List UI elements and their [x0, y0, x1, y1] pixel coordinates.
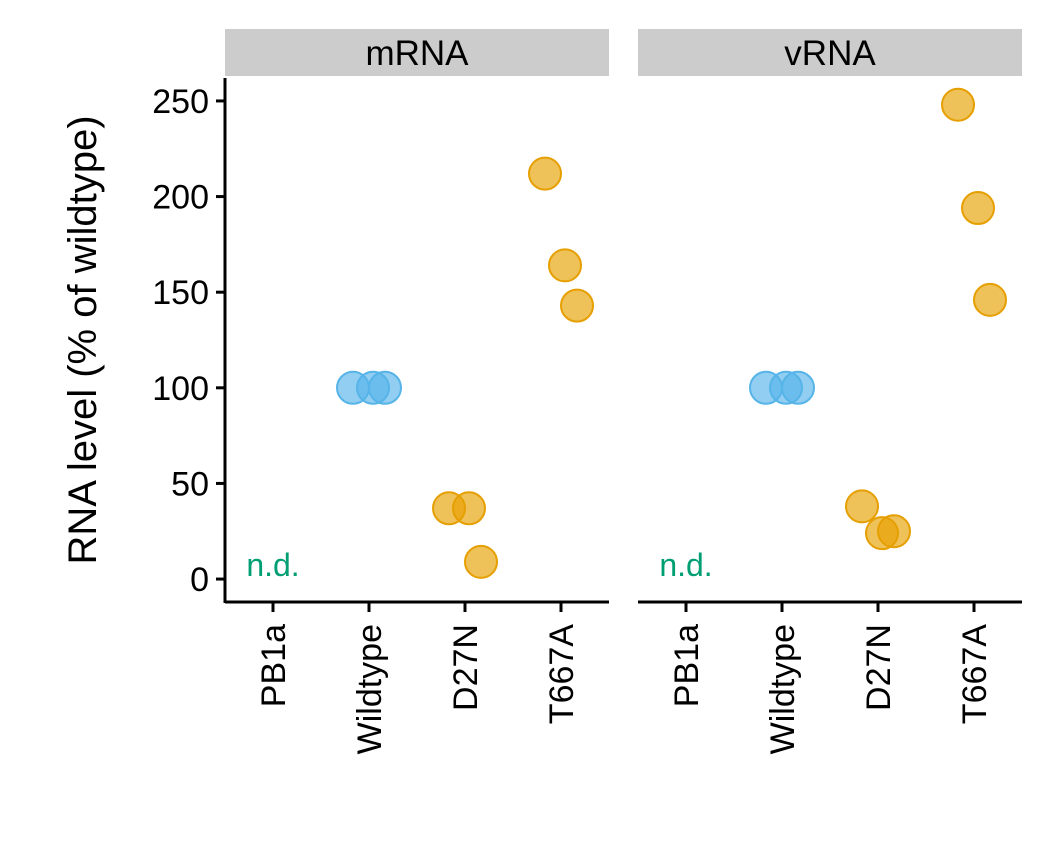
x-tick-label: T667A: [956, 624, 994, 724]
facet-strip-label: vRNA: [784, 34, 876, 73]
y-tick-label: 100: [152, 370, 209, 408]
data-point: [548, 248, 582, 283]
not-detected-annotation: n.d.: [246, 547, 299, 583]
facet-strip-label: mRNA: [365, 34, 469, 73]
y-axis-title: RNA level (% of wildtype): [61, 115, 105, 564]
x-tick-label: D27N: [860, 624, 898, 711]
x-tick-label: Wildtype: [764, 624, 802, 754]
not-detected-annotation: n.d.: [659, 547, 712, 583]
x-tick-label: D27N: [447, 624, 485, 711]
data-point: [877, 514, 911, 549]
data-point: [560, 288, 594, 323]
x-tick-label: T667A: [543, 624, 581, 724]
data-point: [452, 491, 486, 526]
y-tick-label: 200: [152, 179, 209, 217]
y-tick-label: 150: [152, 274, 209, 312]
data-point: [973, 282, 1007, 317]
x-tick-label: PB1a: [255, 624, 293, 707]
facet-strip: [225, 29, 609, 76]
data-point: [368, 370, 402, 405]
y-tick-label: 0: [190, 561, 209, 599]
data-point: [528, 156, 562, 191]
data-point: [845, 489, 879, 524]
x-tick-label: PB1a: [668, 624, 706, 707]
y-tick-label: 50: [171, 465, 209, 503]
data-point: [464, 544, 498, 579]
y-tick-label: 250: [152, 83, 209, 121]
data-point: [961, 191, 995, 226]
data-point: [941, 87, 975, 122]
x-tick-label: Wildtype: [351, 624, 389, 754]
facet-strip: [638, 29, 1022, 76]
data-point: [781, 370, 815, 405]
